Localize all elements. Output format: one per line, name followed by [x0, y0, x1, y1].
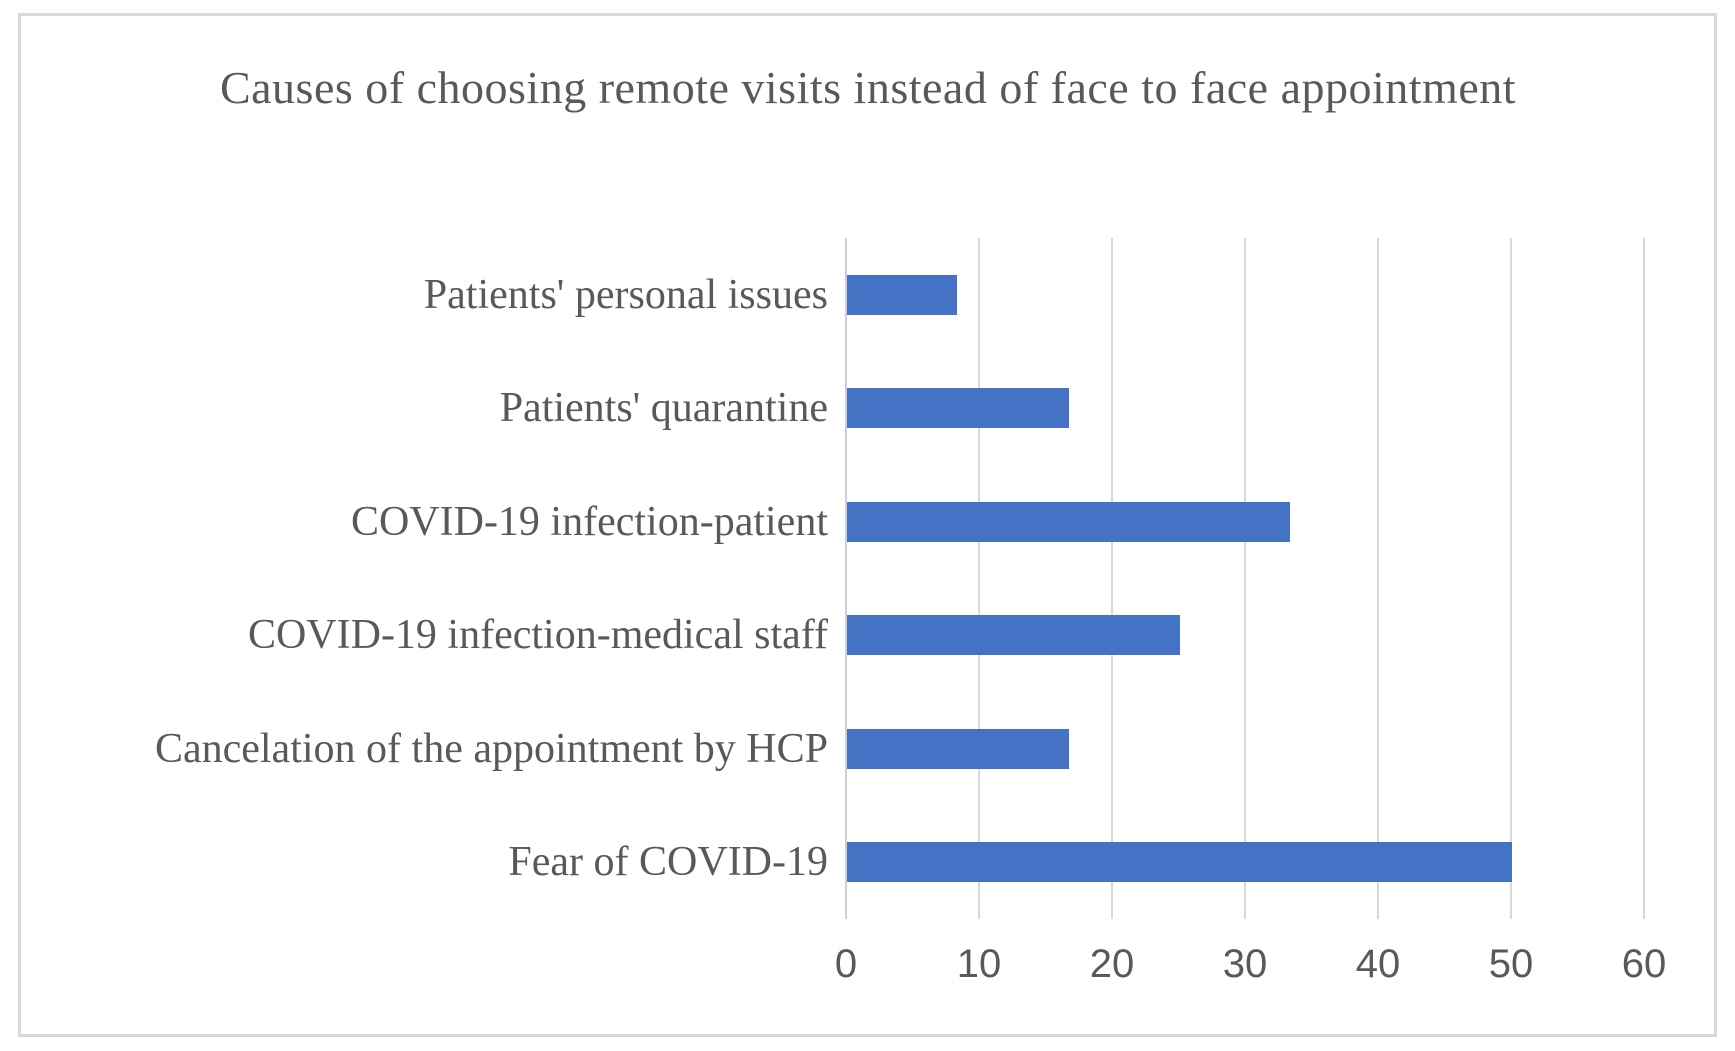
x-tick-label-50: 50: [1488, 942, 1534, 986]
x-tick-label-60: 60: [1621, 942, 1667, 986]
bar-3: [847, 615, 1180, 656]
bar-4: [847, 728, 1070, 769]
x-tick-label-30: 30: [1222, 942, 1268, 986]
x-tick-label-0: 0: [834, 942, 858, 986]
category-label-1: Patients' quarantine: [499, 385, 828, 432]
category-label-3: COVID-19 infection-medical staff: [247, 612, 828, 659]
gridline-x-50: [1510, 238, 1512, 919]
bar-1: [847, 388, 1070, 429]
plot-area: [845, 238, 1645, 919]
x-tick-label-10: 10: [956, 942, 1002, 986]
category-label-0: Patients' personal issues: [423, 271, 828, 318]
gridline-x-30: [1244, 238, 1246, 919]
category-label-4: Cancelation of the appointment by HCP: [154, 725, 828, 772]
bar-0: [847, 274, 958, 315]
y-axis-line: [845, 238, 847, 919]
category-label-2: COVID-19 infection-patient: [350, 498, 828, 545]
bar-5: [847, 842, 1512, 883]
bar-2: [847, 501, 1290, 542]
x-tick-label-20: 20: [1089, 942, 1135, 986]
gridline-x-10: [978, 238, 980, 919]
gridline-x-20: [1111, 238, 1113, 919]
category-label-5: Fear of COVID-19: [508, 839, 828, 886]
x-tick-label-40: 40: [1355, 942, 1401, 986]
chart-title: Causes of choosing remote visits instead…: [219, 62, 1517, 113]
gridline-x-60: [1643, 238, 1645, 919]
gridline-x-40: [1377, 238, 1379, 919]
